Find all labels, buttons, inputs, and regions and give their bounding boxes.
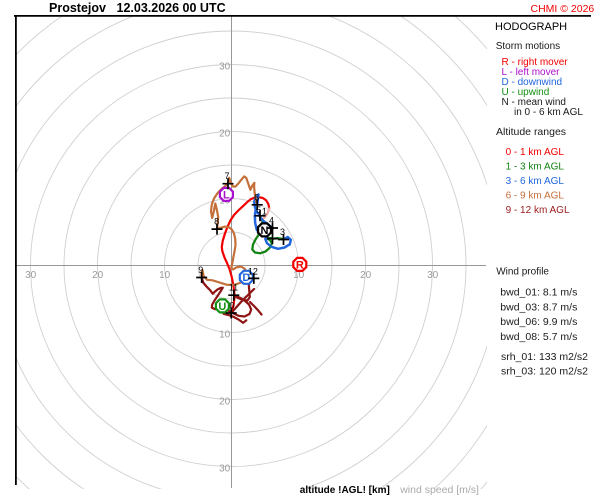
svg-text:3 - 6 km AGL: 3 - 6 km AGL bbox=[506, 176, 565, 187]
svg-text:10: 10 bbox=[293, 270, 305, 281]
svg-text:CHMI © 2026: CHMI © 2026 bbox=[531, 3, 595, 15]
svg-text:N - mean wind: N - mean wind bbox=[502, 97, 566, 108]
svg-text:9: 9 bbox=[198, 265, 203, 275]
svg-text:20: 20 bbox=[219, 396, 231, 407]
svg-text:bwd_03: 8.7 m/s: bwd_03: 8.7 m/s bbox=[500, 301, 577, 313]
svg-text:30: 30 bbox=[219, 61, 231, 72]
svg-text:12: 12 bbox=[248, 266, 258, 276]
svg-text:R - right mover: R - right mover bbox=[502, 57, 569, 68]
svg-text:4: 4 bbox=[269, 216, 274, 226]
svg-text:6: 6 bbox=[254, 192, 259, 202]
svg-text:1: 1 bbox=[262, 207, 267, 217]
svg-text:L - left mover: L - left mover bbox=[502, 67, 561, 78]
svg-text:Wind profile: Wind profile bbox=[496, 267, 549, 278]
svg-text:30: 30 bbox=[427, 270, 439, 281]
svg-text:D - downwind: D - downwind bbox=[502, 77, 563, 88]
svg-text:11: 11 bbox=[229, 283, 238, 293]
svg-text:srh_03: 120 m2/s2: srh_03: 120 m2/s2 bbox=[501, 366, 588, 378]
svg-text:HODOGRAPH: HODOGRAPH bbox=[495, 21, 567, 33]
svg-text:N: N bbox=[261, 225, 269, 237]
svg-text:bwd_01: 8.1 m/s: bwd_01: 8.1 m/s bbox=[500, 287, 577, 299]
svg-text:10: 10 bbox=[219, 329, 231, 340]
svg-text:9 - 12 km AGL: 9 - 12 km AGL bbox=[506, 205, 570, 216]
svg-text:bwd_08: 5.7 m/s: bwd_08: 5.7 m/s bbox=[500, 331, 577, 343]
svg-text:Altitude ranges: Altitude ranges bbox=[496, 126, 566, 138]
svg-text:0: 0 bbox=[229, 301, 234, 311]
svg-text:R: R bbox=[296, 259, 304, 271]
svg-text:10: 10 bbox=[159, 270, 171, 281]
svg-text:8: 8 bbox=[214, 217, 219, 227]
svg-text:U - upwind: U - upwind bbox=[502, 87, 550, 98]
svg-text:0 - 1 km AGL: 0 - 1 km AGL bbox=[506, 147, 565, 158]
svg-text:12.03.2026 00 UTC: 12.03.2026 00 UTC bbox=[117, 1, 226, 15]
svg-text:20: 20 bbox=[92, 270, 104, 281]
svg-text:30: 30 bbox=[219, 463, 231, 474]
svg-text:D: D bbox=[242, 272, 250, 284]
svg-text:Prostejov: Prostejov bbox=[49, 1, 106, 15]
svg-text:30: 30 bbox=[25, 270, 37, 281]
svg-text:altitude !AGL! [km]: altitude !AGL! [km] bbox=[300, 485, 390, 496]
svg-text:20: 20 bbox=[219, 128, 231, 139]
svg-text:3: 3 bbox=[280, 227, 285, 237]
svg-text:U: U bbox=[218, 301, 226, 313]
svg-text:srh_01: 133 m2/s2: srh_01: 133 m2/s2 bbox=[501, 351, 588, 363]
svg-text:wind speed [m/s]: wind speed [m/s] bbox=[399, 484, 479, 496]
svg-text:6 - 9 km AGL: 6 - 9 km AGL bbox=[506, 191, 565, 202]
svg-text:bwd_06: 9.9 m/s: bwd_06: 9.9 m/s bbox=[500, 316, 577, 328]
svg-text:7: 7 bbox=[224, 171, 229, 181]
svg-text:20: 20 bbox=[360, 270, 372, 281]
svg-text:in 0 - 6 km AGL: in 0 - 6 km AGL bbox=[514, 107, 583, 118]
svg-text:Storm motions: Storm motions bbox=[496, 41, 560, 52]
svg-text:5: 5 bbox=[256, 205, 261, 215]
svg-text:L: L bbox=[223, 189, 230, 201]
svg-text:1 - 3 km AGL: 1 - 3 km AGL bbox=[506, 162, 565, 173]
